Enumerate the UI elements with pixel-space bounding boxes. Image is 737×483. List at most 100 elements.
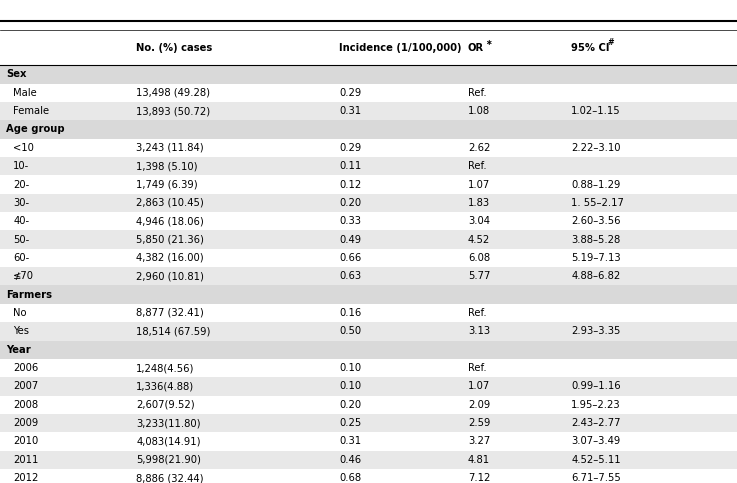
Bar (0, 432, 737, 451)
Text: Sex: Sex (6, 70, 27, 79)
Bar (0, 396, 737, 414)
Text: 7.12: 7.12 (468, 473, 490, 483)
Bar (0, 304, 737, 322)
Text: 0.29: 0.29 (339, 143, 361, 153)
Text: 0.10: 0.10 (339, 363, 361, 373)
Text: 3,243 (11.84): 3,243 (11.84) (136, 143, 204, 153)
Text: 2.60–3.56: 2.60–3.56 (571, 216, 621, 226)
Text: 5,998(21.90): 5,998(21.90) (136, 455, 201, 465)
Text: 2007: 2007 (13, 382, 38, 391)
Text: 3,233(11.80): 3,233(11.80) (136, 418, 201, 428)
Bar (0, 120, 737, 139)
Text: 95% CI: 95% CI (571, 43, 609, 53)
Text: 0.10: 0.10 (339, 382, 361, 391)
Bar (0, 451, 737, 469)
Text: ∗: ∗ (485, 38, 492, 47)
Bar (0, 157, 737, 175)
Text: 4.52–5.11: 4.52–5.11 (571, 455, 621, 465)
Text: 2008: 2008 (13, 400, 38, 410)
Text: 2010: 2010 (13, 437, 38, 446)
Text: 2.62: 2.62 (468, 143, 490, 153)
Text: Male: Male (13, 88, 37, 98)
Text: 6.08: 6.08 (468, 253, 490, 263)
Text: Ref.: Ref. (468, 88, 486, 98)
Text: 10-: 10- (13, 161, 29, 171)
Text: 1.07: 1.07 (468, 180, 490, 189)
Text: 20-: 20- (13, 180, 29, 189)
Text: Ref.: Ref. (468, 161, 486, 171)
Text: 0.25: 0.25 (339, 418, 361, 428)
Bar (0, 359, 737, 377)
Text: ≰70: ≰70 (13, 271, 34, 281)
Text: 3.07–3.49: 3.07–3.49 (571, 437, 621, 446)
Text: 0.33: 0.33 (339, 216, 361, 226)
Text: 0.63: 0.63 (339, 271, 361, 281)
Text: 2,863 (10.45): 2,863 (10.45) (136, 198, 204, 208)
Text: 2011: 2011 (13, 455, 38, 465)
Text: 2,960 (10.81): 2,960 (10.81) (136, 271, 204, 281)
Bar (0, 285, 737, 304)
Text: 2.43–2.77: 2.43–2.77 (571, 418, 621, 428)
Text: 4,382 (16.00): 4,382 (16.00) (136, 253, 204, 263)
Text: 0.16: 0.16 (339, 308, 361, 318)
Text: 1,398 (5.10): 1,398 (5.10) (136, 161, 198, 171)
Text: 40-: 40- (13, 216, 29, 226)
Text: 3.04: 3.04 (468, 216, 490, 226)
Text: 4.81: 4.81 (468, 455, 490, 465)
Text: 0.49: 0.49 (339, 235, 361, 244)
Text: 2.93–3.35: 2.93–3.35 (571, 327, 621, 336)
Text: OR: OR (468, 43, 484, 53)
Bar (0, 194, 737, 212)
Text: 2.59: 2.59 (468, 418, 490, 428)
Text: Yes: Yes (13, 327, 29, 336)
Text: 60-: 60- (13, 253, 29, 263)
Text: 1. 55–2.17: 1. 55–2.17 (571, 198, 624, 208)
Text: Female: Female (13, 106, 49, 116)
Text: 0.20: 0.20 (339, 400, 361, 410)
Text: 4.88–6.82: 4.88–6.82 (571, 271, 621, 281)
Text: Age group: Age group (6, 125, 65, 134)
Bar (0, 322, 737, 341)
Text: 0.20: 0.20 (339, 198, 361, 208)
Text: 50-: 50- (13, 235, 29, 244)
Text: 0.99–1.16: 0.99–1.16 (571, 382, 621, 391)
Text: Incidence (1/100,000): Incidence (1/100,000) (339, 43, 461, 53)
Text: 3.13: 3.13 (468, 327, 490, 336)
Text: 0.46: 0.46 (339, 455, 361, 465)
Text: 0.50: 0.50 (339, 327, 361, 336)
Text: Year: Year (6, 345, 31, 355)
Text: #: # (607, 38, 614, 47)
Text: 1,749 (6.39): 1,749 (6.39) (136, 180, 198, 189)
Text: 0.66: 0.66 (339, 253, 361, 263)
Text: No: No (13, 308, 27, 318)
Bar (0, 175, 737, 194)
Bar (0, 212, 737, 230)
Text: 0.31: 0.31 (339, 437, 361, 446)
Text: <10: <10 (13, 143, 34, 153)
Bar (0, 377, 737, 396)
Text: 1,336(4.88): 1,336(4.88) (136, 382, 195, 391)
Text: 4.52: 4.52 (468, 235, 490, 244)
Text: 0.11: 0.11 (339, 161, 361, 171)
Text: 0.29: 0.29 (339, 88, 361, 98)
Text: 2.09: 2.09 (468, 400, 490, 410)
Text: 1.08: 1.08 (468, 106, 490, 116)
Text: 30-: 30- (13, 198, 29, 208)
Text: 3.27: 3.27 (468, 437, 490, 446)
Bar (0, 249, 737, 267)
Text: 8,886 (32.44): 8,886 (32.44) (136, 473, 204, 483)
Text: 5.77: 5.77 (468, 271, 490, 281)
Bar (0, 84, 737, 102)
Text: Farmers: Farmers (6, 290, 52, 299)
Text: 13,498 (49.28): 13,498 (49.28) (136, 88, 210, 98)
Text: 3.88–5.28: 3.88–5.28 (571, 235, 621, 244)
Text: 1.02–1.15: 1.02–1.15 (571, 106, 621, 116)
Text: 8,877 (32.41): 8,877 (32.41) (136, 308, 204, 318)
Bar (0, 267, 737, 285)
Text: 2006: 2006 (13, 363, 38, 373)
Text: 0.12: 0.12 (339, 180, 361, 189)
Text: 2,607(9.52): 2,607(9.52) (136, 400, 195, 410)
Bar (0, 230, 737, 249)
Text: 1,248(4.56): 1,248(4.56) (136, 363, 195, 373)
Text: 2.22–3.10: 2.22–3.10 (571, 143, 621, 153)
